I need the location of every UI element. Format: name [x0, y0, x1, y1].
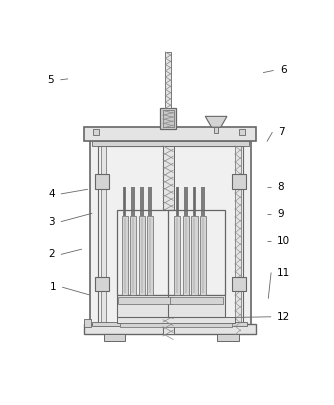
Bar: [231, 277, 245, 291]
Text: 2: 2: [48, 249, 55, 260]
Bar: [95, 174, 109, 189]
Bar: [104, 333, 126, 341]
Bar: [163, 110, 173, 127]
Bar: [85, 127, 257, 141]
Text: 8: 8: [277, 182, 284, 192]
Bar: [85, 324, 257, 333]
Bar: [235, 146, 241, 333]
Bar: [130, 216, 136, 295]
Text: 7: 7: [279, 127, 285, 137]
Bar: [98, 146, 243, 323]
Bar: [160, 108, 176, 130]
Text: 5: 5: [47, 75, 54, 85]
Bar: [119, 296, 172, 304]
Bar: [101, 146, 106, 323]
Bar: [238, 129, 245, 135]
Bar: [117, 295, 173, 317]
Text: 4: 4: [48, 189, 55, 199]
Bar: [168, 295, 225, 317]
Bar: [95, 277, 109, 291]
Text: 10: 10: [277, 237, 291, 246]
Bar: [117, 317, 235, 323]
Bar: [170, 296, 223, 304]
Bar: [200, 216, 206, 295]
Polygon shape: [205, 116, 227, 127]
Bar: [92, 322, 247, 326]
Bar: [139, 216, 145, 295]
Bar: [163, 146, 173, 333]
Text: 9: 9: [277, 209, 284, 219]
Bar: [92, 141, 249, 146]
Bar: [231, 174, 245, 189]
Bar: [85, 319, 91, 326]
Text: 3: 3: [48, 217, 55, 227]
Bar: [165, 52, 171, 108]
Bar: [147, 216, 153, 295]
Bar: [90, 135, 251, 331]
Bar: [168, 210, 225, 295]
Text: 1: 1: [49, 282, 56, 292]
Bar: [117, 210, 173, 295]
Bar: [122, 216, 128, 295]
Bar: [217, 333, 238, 341]
Text: 11: 11: [277, 268, 291, 277]
Text: 6: 6: [280, 66, 287, 75]
Bar: [214, 127, 218, 133]
Bar: [93, 129, 99, 135]
Bar: [191, 216, 197, 295]
Bar: [174, 216, 180, 295]
Bar: [183, 216, 189, 295]
Bar: [120, 323, 231, 326]
Text: 12: 12: [277, 312, 291, 322]
